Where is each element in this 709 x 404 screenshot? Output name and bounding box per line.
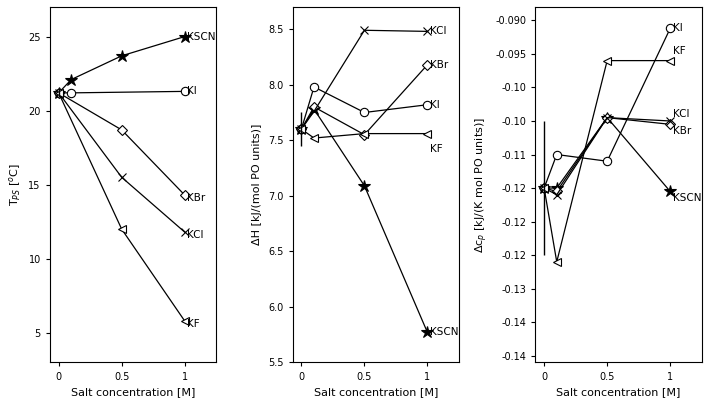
Y-axis label: Δc$_p$ [kJ/(K mol PO units)]: Δc$_p$ [kJ/(K mol PO units)] — [473, 117, 490, 253]
Text: KSCN: KSCN — [187, 32, 216, 42]
Text: KBr: KBr — [187, 193, 206, 203]
Y-axis label: ΔH [kJ/(mol PO units)]: ΔH [kJ/(mol PO units)] — [252, 124, 262, 245]
Text: KF: KF — [673, 46, 686, 55]
X-axis label: Salt concentration [M]: Salt concentration [M] — [71, 387, 195, 397]
Text: KCl: KCl — [673, 109, 689, 119]
Text: KBr: KBr — [430, 60, 448, 70]
Text: KBr: KBr — [673, 126, 691, 136]
Text: KCl: KCl — [430, 26, 447, 36]
Text: KI: KI — [187, 86, 197, 97]
Text: KF: KF — [430, 144, 442, 154]
Text: KI: KI — [430, 100, 440, 110]
Text: KSCN: KSCN — [673, 193, 701, 203]
Text: KCl: KCl — [187, 230, 203, 240]
X-axis label: Salt concentration [M]: Salt concentration [M] — [313, 387, 438, 397]
Text: KI: KI — [673, 23, 683, 34]
Y-axis label: T$_{PS}$ [$^o$C]: T$_{PS}$ [$^o$C] — [7, 163, 23, 206]
Text: KSCN: KSCN — [430, 328, 459, 337]
Text: KF: KF — [187, 319, 200, 329]
X-axis label: Salt concentration [M]: Salt concentration [M] — [557, 387, 681, 397]
